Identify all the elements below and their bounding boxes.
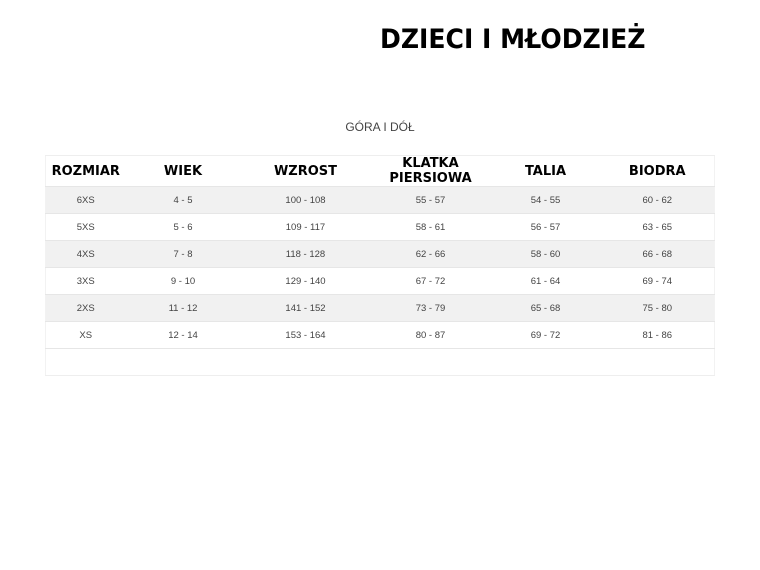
table-cell: 3XS — [45, 267, 126, 295]
table-cell: 4 - 5 — [125, 186, 241, 214]
table-cell: 6XS — [45, 186, 126, 214]
table-cell: 73 - 79 — [370, 294, 491, 322]
table-cell: 62 - 66 — [370, 240, 491, 268]
table-cell: 67 - 72 — [370, 267, 491, 295]
table-row: 6XS 4 - 5 100 - 108 55 - 57 54 - 55 60 - 62 — [45, 186, 715, 214]
table-body: 6XS 4 - 5 100 - 108 55 - 57 54 - 55 60 - 62 5X… — [45, 186, 715, 376]
table-cell: 75 - 80 — [600, 294, 715, 322]
table-cell: 11 - 12 — [125, 294, 241, 322]
table-cell: 66 - 68 — [600, 240, 715, 268]
table-cell: 4XS — [45, 240, 126, 268]
table-row: 4XS 7 - 8 118 - 128 62 - 66 58 - 60 66 - 68 — [45, 240, 715, 268]
size-table: ROZMIAR WIEK WZROST KLATKA PIERSIOWA TALIA BI… — [45, 155, 715, 376]
empty-row — [45, 348, 715, 376]
table-cell: 12 - 14 — [125, 321, 241, 349]
column-header: ROZMIAR — [45, 155, 126, 187]
table-cell: 5 - 6 — [125, 213, 241, 241]
table-cell: 141 - 152 — [240, 294, 371, 322]
table-cell: 153 - 164 — [240, 321, 371, 349]
table-cell: 58 - 60 — [490, 240, 601, 268]
table-row: XS 12 - 14 153 - 164 80 - 87 69 - 72 81 - 86 — [45, 321, 715, 349]
table-cell: 63 - 65 — [600, 213, 715, 241]
table-row: 3XS 9 - 10 129 - 140 67 - 72 61 - 64 69 - 74 — [45, 267, 715, 295]
table-cell: 2XS — [45, 294, 126, 322]
column-header: WZROST — [240, 155, 371, 187]
table-row: 2XS 11 - 12 141 - 152 73 - 79 65 - 68 75 - 80 — [45, 294, 715, 322]
table-cell: 54 - 55 — [490, 186, 601, 214]
table-cell: 69 - 74 — [600, 267, 715, 295]
table-cell: 129 - 140 — [240, 267, 371, 295]
table-header-row: ROZMIAR WIEK WZROST KLATKA PIERSIOWA TALIA BI… — [45, 155, 715, 187]
table-cell: 56 - 57 — [490, 213, 601, 241]
table-cell: 100 - 108 — [240, 186, 371, 214]
column-header: KLATKA PIERSIOWA — [370, 155, 491, 187]
table-cell: 60 - 62 — [600, 186, 715, 214]
table-cell: 118 - 128 — [240, 240, 371, 268]
column-header: WIEK — [125, 155, 241, 187]
table-cell: 61 - 64 — [490, 267, 601, 295]
table-cell: 81 - 86 — [600, 321, 715, 349]
section-subtitle: GÓRA I DÓŁ — [345, 120, 415, 134]
table-cell: 109 - 117 — [240, 213, 371, 241]
table-cell: 7 - 8 — [125, 240, 241, 268]
table-cell: XS — [45, 321, 126, 349]
table-cell: 80 - 87 — [370, 321, 491, 349]
column-header: TALIA — [490, 155, 601, 187]
table-cell: 9 - 10 — [125, 267, 241, 295]
page-title: DZIECI I MŁODZIEŻ — [380, 24, 646, 55]
table-cell: 65 - 68 — [490, 294, 601, 322]
table-cell: 69 - 72 — [490, 321, 601, 349]
table-cell: 5XS — [45, 213, 126, 241]
table-row: 5XS 5 - 6 109 - 117 58 - 61 56 - 57 63 - 65 — [45, 213, 715, 241]
empty-cell — [45, 348, 715, 376]
table-cell: 55 - 57 — [370, 186, 491, 214]
table-cell: 58 - 61 — [370, 213, 491, 241]
column-header: BIODRA — [600, 155, 715, 187]
